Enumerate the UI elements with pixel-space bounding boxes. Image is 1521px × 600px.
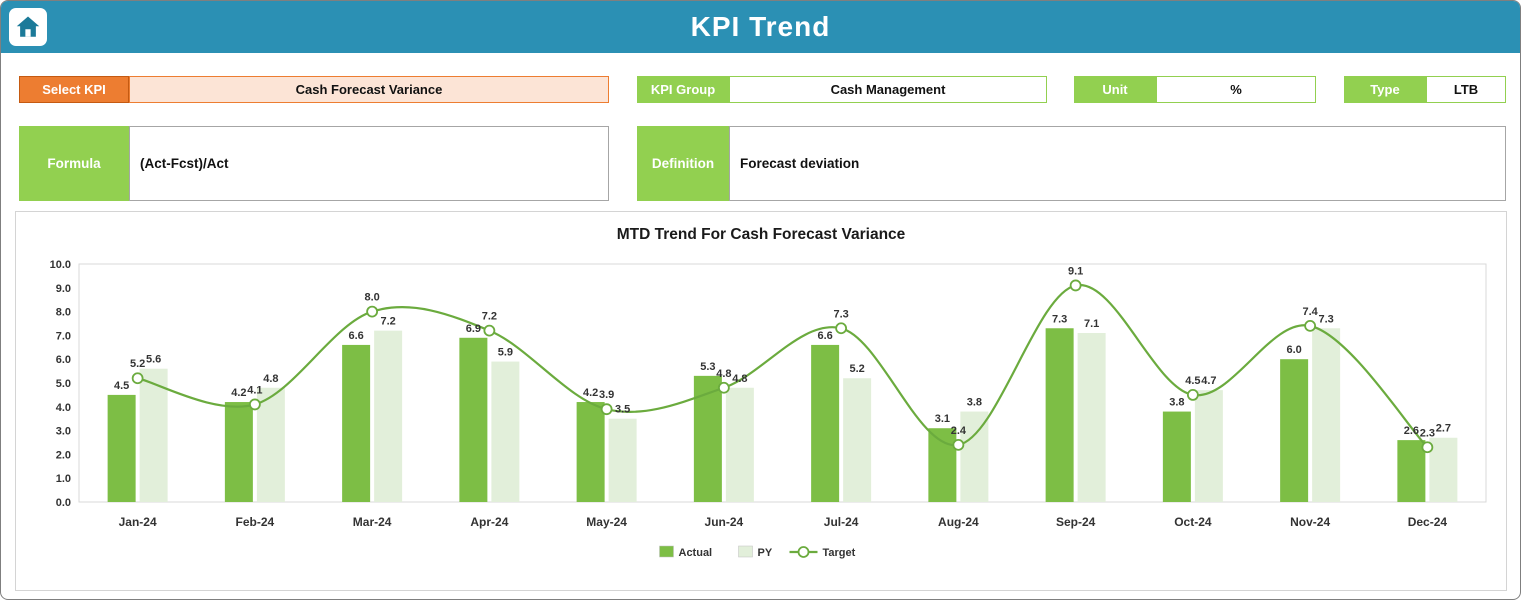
home-button[interactable]	[9, 8, 47, 46]
svg-text:1.0: 1.0	[56, 473, 71, 485]
svg-text:6.6: 6.6	[348, 330, 363, 342]
svg-text:3.1: 3.1	[935, 413, 950, 425]
svg-text:6.6: 6.6	[817, 330, 832, 342]
svg-text:Feb-24: Feb-24	[236, 515, 275, 529]
svg-text:Sep-24: Sep-24	[1056, 515, 1096, 529]
kpi-chart-svg: 0.0 1.0 2.0 3.0 4.0 5.0 6.0 7.0 8.0 9.0 10.0 4.5 4.2…	[50, 259, 1487, 559]
svg-text:Apr-24: Apr-24	[470, 515, 508, 529]
target-markers	[131, 279, 1434, 454]
definition-field[interactable]: Forecast deviation	[729, 126, 1506, 201]
svg-text:Jun-24: Jun-24	[705, 515, 744, 529]
home-icon	[16, 16, 40, 37]
svg-text:7.2: 7.2	[482, 311, 497, 323]
page-title: KPI Trend	[690, 11, 831, 42]
svg-text:4.5: 4.5	[114, 380, 129, 392]
svg-text:2.4: 2.4	[951, 425, 967, 437]
svg-text:Oct-24: Oct-24	[1174, 515, 1212, 529]
data-labels: 4.5 4.2 6.6 6.9 4.2 5.3 6.6 3.1 7.3 3.8 6.0 2.6 5.6 4…	[114, 265, 1451, 439]
svg-text:2.6: 2.6	[1404, 425, 1419, 437]
svg-text:4.8: 4.8	[263, 373, 278, 385]
svg-text:3.8: 3.8	[967, 397, 982, 409]
chart-plot-area: 0.0 1.0 2.0 3.0 4.0 5.0 6.0 7.0 8.0 9.0 10.0 4.5 4.2…	[24, 254, 1500, 584]
svg-text:6.0: 6.0	[1286, 344, 1301, 356]
svg-text:7.0: 7.0	[56, 330, 71, 342]
definition-label: Definition	[637, 126, 729, 201]
svg-text:Dec-24: Dec-24	[1408, 515, 1448, 529]
svg-text:4.0: 4.0	[56, 402, 71, 414]
svg-text:4.5: 4.5	[1185, 375, 1200, 387]
plot-border	[78, 263, 1487, 503]
svg-text:Nov-24: Nov-24	[1290, 515, 1330, 529]
svg-text:5.2: 5.2	[849, 363, 864, 375]
unit-label: Unit	[1074, 76, 1156, 103]
svg-text:Mar-24: Mar-24	[353, 515, 392, 529]
svg-text:May-24: May-24	[586, 515, 627, 529]
svg-text:6.0: 6.0	[56, 354, 71, 366]
type-label: Type	[1344, 76, 1426, 103]
formula-label: Formula	[19, 126, 129, 201]
svg-text:4.2: 4.2	[583, 387, 598, 399]
kpi-trend-chart: MTD Trend For Cash Forecast Variance 0.0…	[15, 211, 1507, 591]
x-axis-labels: Jan-24 Feb-24 Mar-24 Apr-24 May-24 Jun-24 Jul-…	[119, 515, 1448, 529]
y-axis-labels: 0.0 1.0 2.0 3.0 4.0 5.0 6.0 7.0 8.0 9.0 10.0	[50, 259, 71, 509]
svg-text:5.0: 5.0	[56, 378, 71, 390]
svg-text:4.8: 4.8	[716, 368, 731, 380]
svg-text:5.6: 5.6	[146, 354, 161, 366]
chart-title: MTD Trend For Cash Forecast Variance	[616, 226, 906, 243]
svg-text:3.8: 3.8	[1169, 397, 1184, 409]
svg-text:Jul-24: Jul-24	[824, 515, 859, 529]
select-kpi-button[interactable]: Select KPI	[19, 76, 129, 103]
svg-text:3.9: 3.9	[599, 389, 614, 401]
svg-text:4.7: 4.7	[1201, 375, 1216, 387]
svg-text:9.1: 9.1	[1068, 265, 1083, 277]
svg-text:0.0: 0.0	[56, 497, 71, 509]
svg-text:7.4: 7.4	[1302, 306, 1318, 318]
kpi-group-field[interactable]: Cash Management	[729, 76, 1047, 103]
svg-text:10.0: 10.0	[50, 259, 71, 271]
svg-text:2.7: 2.7	[1436, 423, 1451, 435]
svg-text:Jan-24: Jan-24	[119, 515, 157, 529]
svg-text:5.3: 5.3	[700, 361, 715, 373]
svg-text:5.2: 5.2	[130, 358, 145, 370]
svg-text:7.3: 7.3	[1318, 313, 1333, 325]
svg-text:8.0: 8.0	[364, 292, 379, 304]
app-header: KPI Trend	[1, 1, 1520, 53]
svg-text:3.0: 3.0	[56, 426, 71, 438]
svg-text:4.2: 4.2	[231, 387, 246, 399]
svg-text:4.8: 4.8	[732, 373, 747, 385]
svg-text:2.0: 2.0	[56, 449, 71, 461]
svg-text:7.3: 7.3	[1052, 313, 1067, 325]
svg-text:8.0: 8.0	[56, 307, 71, 319]
unit-field[interactable]: %	[1156, 76, 1316, 103]
svg-text:Actual: Actual	[679, 547, 713, 559]
svg-text:7.2: 7.2	[380, 316, 395, 328]
svg-text:Target: Target	[823, 547, 856, 559]
svg-text:2.3: 2.3	[1420, 427, 1435, 439]
svg-text:5.9: 5.9	[498, 347, 513, 359]
chart-legend: Actual PY Target	[659, 545, 856, 559]
type-field[interactable]: LTB	[1426, 76, 1506, 103]
svg-text:6.9: 6.9	[466, 323, 481, 335]
svg-text:Aug-24: Aug-24	[938, 515, 979, 529]
svg-text:7.3: 7.3	[833, 308, 848, 320]
svg-text:3.5: 3.5	[615, 404, 630, 416]
svg-text:7.1: 7.1	[1084, 318, 1099, 330]
bars-actual	[107, 328, 1426, 502]
svg-text:PY: PY	[758, 547, 773, 559]
kpi-group-label: KPI Group	[637, 76, 729, 103]
kpi-name-field[interactable]: Cash Forecast Variance	[129, 76, 609, 103]
bars-py	[139, 328, 1458, 502]
svg-text:9.0: 9.0	[56, 283, 71, 295]
target-line	[137, 284, 1429, 449]
svg-text:4.1: 4.1	[247, 384, 262, 396]
formula-field[interactable]: (Act-Fcst)/Act	[129, 126, 609, 201]
